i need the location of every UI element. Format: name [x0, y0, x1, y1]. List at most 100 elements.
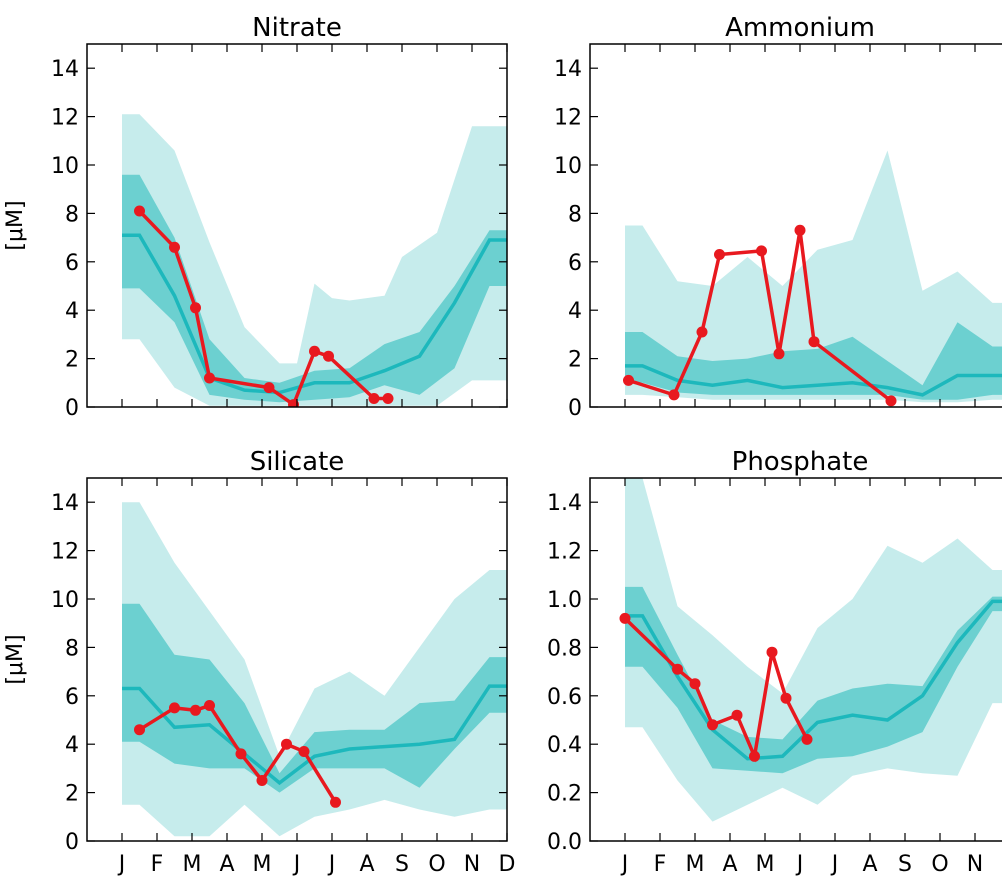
- observed-point: [714, 249, 725, 260]
- x-tick-label: J: [795, 852, 804, 877]
- x-tick-label: M: [183, 852, 202, 877]
- observed-point: [169, 702, 180, 714]
- observed-line: [138, 209, 388, 407]
- observed-point: [619, 612, 631, 624]
- median-line: [122, 233, 507, 395]
- median-line: [625, 599, 1002, 761]
- y-tick-label: 8: [568, 202, 582, 227]
- observed-point: [885, 395, 897, 407]
- y-tick-label: 12: [51, 540, 79, 565]
- observed-point: [263, 382, 275, 394]
- observed-point: [330, 796, 341, 808]
- x-tick-label: A: [722, 852, 737, 877]
- x-tick-label: M: [686, 852, 705, 877]
- panel-phosphate: 0.00.20.40.60.81.01.21.4JFMAMJJASONDPhos…: [547, 447, 1002, 877]
- y-tick-label: 8: [65, 636, 79, 661]
- observed-point: [731, 709, 743, 721]
- observed-point: [689, 678, 701, 690]
- x-tick-label: S: [395, 852, 409, 877]
- y-tick-label: 14: [554, 57, 582, 82]
- y-tick-label: 6: [65, 251, 79, 276]
- y-tick-label: 0.8: [547, 636, 582, 661]
- observed-point: [749, 750, 760, 762]
- x-tick-label: N: [967, 852, 983, 877]
- x-tick-label: S: [898, 852, 912, 877]
- observed-point: [773, 348, 785, 360]
- y-tick-label: 1.0: [547, 588, 582, 613]
- observed-point: [204, 700, 215, 711]
- observed-point: [256, 775, 268, 786]
- observed-point: [323, 350, 334, 362]
- y-tick-label: 0.0: [547, 830, 582, 855]
- observed-point: [134, 205, 145, 217]
- inner-range-band: [625, 322, 1002, 400]
- observed-point: [235, 748, 247, 760]
- x-tick-label: O: [931, 852, 948, 877]
- y-tick-label: 0.2: [547, 782, 582, 807]
- panel-nitrate: 0 2 4 6 8 10 12 14 Nitrate [μM]: [3, 13, 508, 421]
- observed-point: [134, 724, 145, 736]
- y-axis-label: [μM]: [3, 634, 28, 684]
- x-tick-label: F: [654, 852, 667, 877]
- observed-point: [281, 738, 292, 750]
- plot-area: [623, 150, 1002, 407]
- x-tick-label: A: [219, 852, 234, 877]
- median-line: [122, 684, 507, 786]
- y-tick-label: 6: [65, 685, 79, 710]
- x-tick-label: J: [620, 852, 629, 877]
- x-tick-label: D: [499, 852, 516, 877]
- panel-title: Nitrate: [252, 13, 342, 43]
- observed-point: [190, 704, 201, 716]
- outer-range-band: [122, 114, 507, 406]
- observed-point: [169, 241, 180, 253]
- observed-point: [623, 374, 634, 386]
- y-tick-label: 1.4: [547, 491, 582, 516]
- observed-point: [756, 245, 767, 257]
- y-tick-label: 6: [568, 251, 582, 276]
- x-tick-label: A: [359, 852, 374, 877]
- plot-area: [619, 478, 1002, 822]
- observed-point: [668, 389, 680, 401]
- observed-point: [288, 399, 299, 407]
- inner-range-band: [625, 586, 1002, 774]
- y-tick-label: 2: [65, 782, 79, 807]
- y-tick-label: 10: [554, 154, 582, 179]
- x-tick-label: M: [756, 852, 775, 877]
- y-tick-label: 4: [65, 733, 79, 758]
- y-tick-label: 4: [568, 299, 582, 324]
- y-tick-label: 0.6: [547, 685, 582, 710]
- observed-point: [368, 393, 380, 404]
- y-tick-label: 0: [568, 396, 582, 421]
- x-tick-label: F: [151, 852, 164, 877]
- observed-point: [696, 326, 708, 338]
- x-tick-label: J: [327, 852, 336, 877]
- inner-range-band: [122, 174, 507, 403]
- observed-point: [204, 372, 215, 384]
- x-tick-label: N: [464, 852, 480, 877]
- observed-point: [298, 746, 310, 757]
- y-tick-label: 2: [65, 348, 79, 373]
- observed-point: [808, 336, 820, 348]
- y-tick-label: 1.2: [547, 540, 582, 565]
- panel-ammonium: 0 2 4 6 8 10 12 14 Ammonium: [554, 13, 1002, 421]
- median-line: [625, 364, 1002, 397]
- y-tick-label: 10: [51, 588, 79, 613]
- observed-point: [382, 393, 394, 404]
- observed-point: [190, 302, 201, 314]
- y-tick-label: 14: [51, 57, 79, 82]
- panel-title: Ammonium: [725, 13, 875, 43]
- observed-point: [309, 345, 320, 357]
- observed-point: [707, 719, 718, 731]
- observed-point: [801, 733, 813, 745]
- observed-point: [794, 224, 806, 236]
- y-tick-label: 0: [65, 396, 79, 421]
- y-tick-label: 0.4: [547, 733, 582, 758]
- y-tick-label: 14: [51, 491, 79, 516]
- plot-area: [122, 502, 507, 837]
- y-axis-label: [μM]: [3, 200, 28, 250]
- x-tick-label: J: [117, 852, 126, 877]
- x-tick-label: J: [830, 852, 839, 877]
- panel-title: Silicate: [250, 447, 345, 477]
